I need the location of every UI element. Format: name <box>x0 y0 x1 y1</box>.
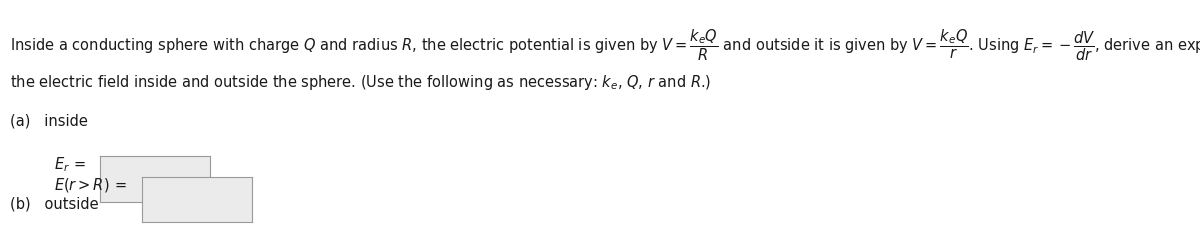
Text: (b)   outside: (b) outside <box>10 195 98 210</box>
Text: (a)   inside: (a) inside <box>10 114 88 128</box>
Text: Inside a conducting sphere with charge $Q$ and radius $R$, the electric potentia: Inside a conducting sphere with charge $… <box>10 27 1200 62</box>
Text: $E(r > R)\, =$: $E(r > R)\, =$ <box>54 175 127 193</box>
Text: $E_r\, =$: $E_r\, =$ <box>54 154 85 173</box>
Text: the electric field inside and outside the sphere. (Use the following as necessar: the electric field inside and outside th… <box>10 73 710 91</box>
